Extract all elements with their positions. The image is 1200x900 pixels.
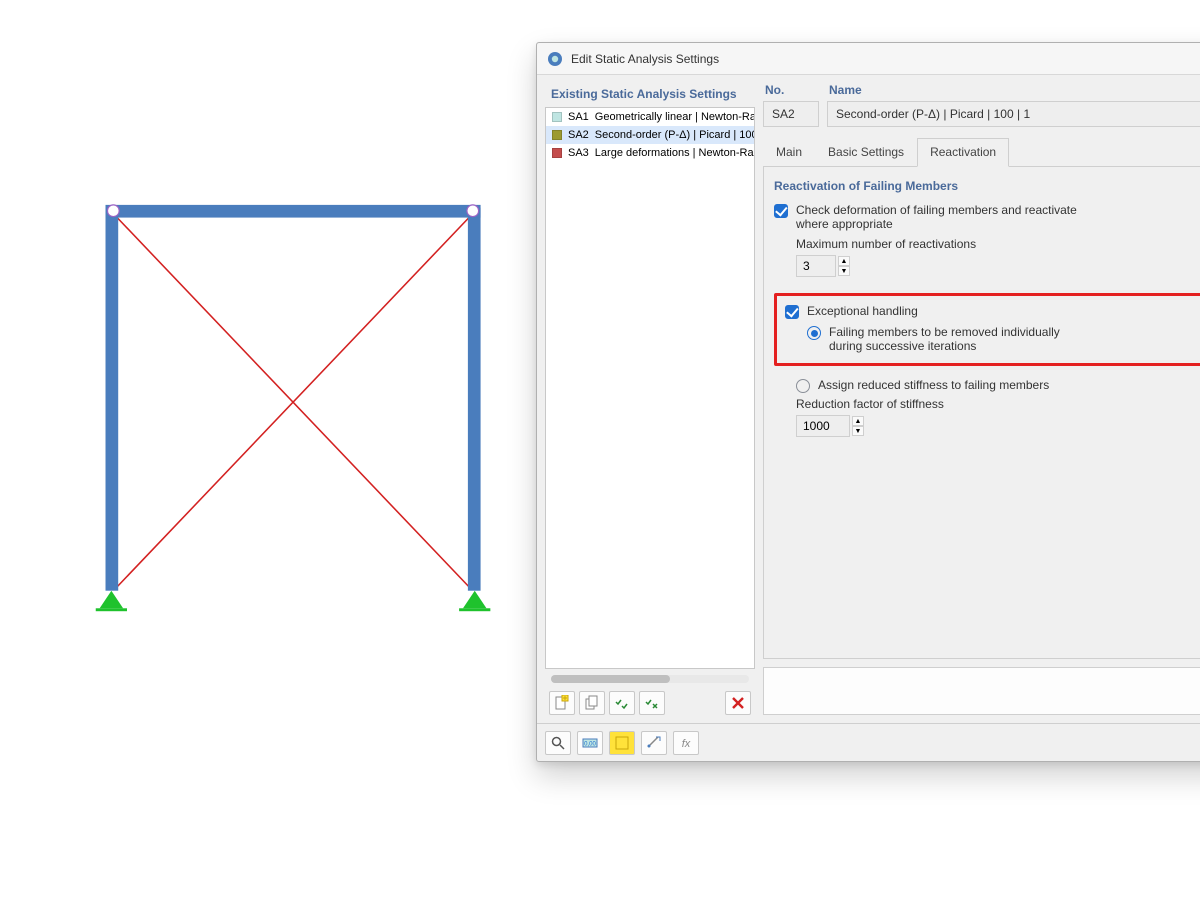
tab-reactivation[interactable]: Reactivation xyxy=(917,138,1009,167)
tab-reactivation: Reactivation of Failing Members Check de… xyxy=(763,167,1200,659)
list-item-code: SA3 xyxy=(568,147,589,159)
copy-button[interactable] xyxy=(579,691,605,715)
pin-right xyxy=(467,205,479,217)
left-panel-title: Existing Static Analysis Settings xyxy=(545,83,755,107)
list-item-label: Second-order (P-Δ) | Picard | 100 | xyxy=(595,129,754,141)
tab-main[interactable]: Main xyxy=(763,138,815,167)
spin-down-button[interactable]: ▼ xyxy=(838,266,850,276)
settings-list[interactable]: SA1Geometrically linear | Newton-RapSA2S… xyxy=(545,107,755,669)
exceptional-handling-highlight: Exceptional handling Failing members to … xyxy=(774,293,1200,366)
dialog-footer: 0,00 fx xyxy=(537,723,1200,761)
option-remove-individually-row[interactable]: Failing members to be removed individual… xyxy=(807,325,1200,353)
check-deformation-row[interactable]: Check deformation of failing members and… xyxy=(774,203,1200,231)
max-reactivations-input[interactable]: ▲▼ xyxy=(796,255,856,277)
support-right xyxy=(459,591,490,612)
option-reduced-stiffness-radio[interactable] xyxy=(796,379,810,393)
comment-panel[interactable] xyxy=(763,667,1200,715)
dialog-edit-static-analysis: Edit Static Analysis Settings Existing S… xyxy=(536,42,1200,762)
swatch-icon xyxy=(552,148,562,158)
tab-basic-settings[interactable]: Basic Settings xyxy=(815,138,917,167)
check-deformation-checkbox[interactable] xyxy=(774,204,788,218)
color-icon xyxy=(614,735,630,751)
check-all-button[interactable] xyxy=(609,691,635,715)
left-panel: Existing Static Analysis Settings SA1 Geo… xyxy=(545,83,755,715)
list-scrollbar[interactable] xyxy=(551,675,749,683)
beam-top xyxy=(106,205,481,218)
svg-text:0,00: 0,00 xyxy=(584,741,596,747)
name-field[interactable] xyxy=(827,101,1200,127)
exceptional-handling-checkbox[interactable] xyxy=(785,305,799,319)
pin-left xyxy=(107,205,119,217)
units-button[interactable]: 0,00 xyxy=(577,731,603,755)
dialog-title: Edit Static Analysis Settings xyxy=(571,52,719,66)
svg-text:fx: fx xyxy=(682,738,691,750)
option-remove-individually-radio[interactable] xyxy=(807,326,821,340)
function-icon: fx xyxy=(678,735,694,751)
option-reduced-stiffness-label: Assign reduced stiffness to failing memb… xyxy=(818,378,1049,392)
exceptional-handling-label: Exceptional handling xyxy=(807,304,918,318)
spin-up-button[interactable]: ▲ xyxy=(838,256,850,266)
spin-down-button[interactable]: ▼ xyxy=(852,426,864,436)
option-reduced-stiffness-row[interactable]: Assign reduced stiffness to failing memb… xyxy=(796,378,1200,393)
color-button[interactable] xyxy=(609,731,635,755)
spin-up-button[interactable]: ▲ xyxy=(852,416,864,426)
left-toolbar xyxy=(545,685,755,715)
tabs: MainBasic SettingsReactivation xyxy=(763,137,1200,167)
list-item-sa1[interactable]: SA1 Geometrically linear | Newton-Rap xyxy=(546,108,754,126)
structural-diagram xyxy=(95,200,495,620)
frame-svg xyxy=(95,200,495,620)
delete-button[interactable] xyxy=(725,691,751,715)
check-deformation-label: Check deformation of failing members and… xyxy=(796,203,1096,231)
swatch-icon xyxy=(552,112,562,122)
section-title: Reactivation of Failing Members xyxy=(774,179,1200,193)
reduction-factor-field[interactable] xyxy=(796,415,850,437)
member-button[interactable] xyxy=(641,731,667,755)
name-label: Name xyxy=(827,83,1200,97)
no-field xyxy=(763,101,819,127)
search-icon xyxy=(550,735,566,751)
units-icon: 0,00 xyxy=(582,735,598,751)
list-item-sa3[interactable]: SA3 Large deformations | Newton-Rap xyxy=(546,144,754,162)
uncheck-all-button[interactable] xyxy=(639,691,665,715)
list-item-code: SA1 xyxy=(568,111,589,123)
swatch-icon xyxy=(552,130,562,140)
max-reactivations-label: Maximum number of reactivations xyxy=(796,237,1200,251)
list-item-code: SA2 xyxy=(568,129,589,141)
app-icon xyxy=(547,51,563,67)
max-reactivations-field[interactable] xyxy=(796,255,836,277)
list-item-label: Geometrically linear | Newton-Rap xyxy=(595,111,754,123)
dialog-titlebar[interactable]: Edit Static Analysis Settings xyxy=(537,43,1200,75)
reduction-factor-label: Reduction factor of stiffness xyxy=(796,397,1200,411)
new-button[interactable] xyxy=(549,691,575,715)
option-remove-individually-label: Failing members to be removed individual… xyxy=(829,325,1089,353)
search-button[interactable] xyxy=(545,731,571,755)
exceptional-handling-row[interactable]: Exceptional handling xyxy=(785,304,1200,319)
function-button[interactable]: fx xyxy=(673,731,699,755)
column-left xyxy=(106,208,119,591)
member-icon xyxy=(646,735,662,751)
column-right xyxy=(468,208,481,591)
right-panel: No. Name MainBasic SettingsReactivation … xyxy=(763,83,1200,715)
reduction-factor-input[interactable]: ▲▼ xyxy=(796,415,876,437)
list-item-label: Large deformations | Newton-Rap xyxy=(595,147,754,159)
no-label: No. xyxy=(763,83,819,97)
support-left xyxy=(96,591,127,612)
list-item-sa2[interactable]: SA2 Second-order (P-Δ) | Picard | 100 | xyxy=(546,126,754,144)
